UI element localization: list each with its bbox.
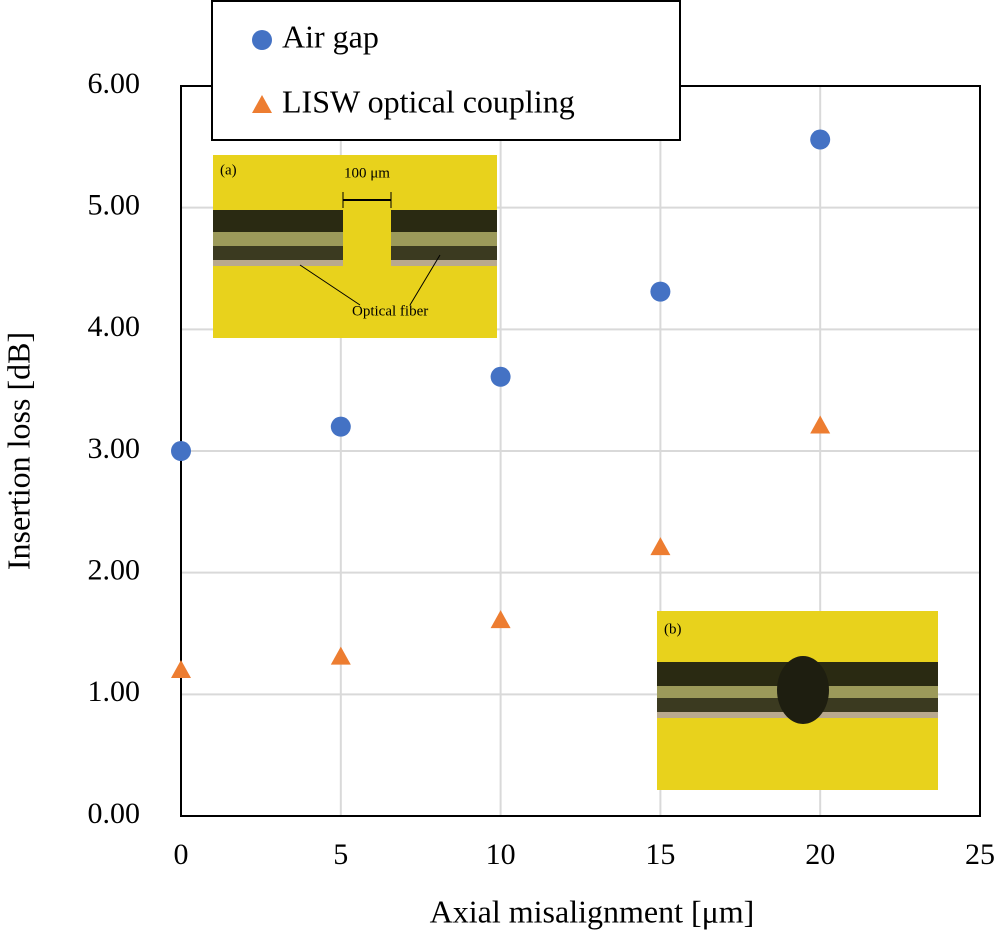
marker bbox=[330, 646, 351, 665]
x-axis-label: Axial misalignment [μm] bbox=[430, 893, 755, 929]
legend: Air gap LISW optical coupling bbox=[211, 0, 681, 141]
x-tick-label: 25 bbox=[965, 838, 995, 871]
inset-b: (b) bbox=[657, 611, 938, 790]
x-tick-label: 0 bbox=[174, 838, 189, 871]
y-tick-label: 3.00 bbox=[88, 432, 141, 465]
x-tick-label: 10 bbox=[486, 838, 516, 871]
annotation: (b) bbox=[664, 621, 682, 637]
y-tick-label: 4.00 bbox=[88, 310, 141, 343]
x-tick-label: 5 bbox=[333, 838, 348, 871]
marker bbox=[650, 537, 671, 556]
marker bbox=[810, 129, 831, 150]
marker bbox=[810, 415, 831, 434]
y-axis-label: Insertion loss [dB] bbox=[0, 332, 36, 570]
y-tick-label: 0.00 bbox=[88, 797, 141, 830]
marker bbox=[252, 95, 272, 113]
inset-a: (a) 100 μm Optical fiber bbox=[213, 155, 497, 338]
y-tick-label: 2.00 bbox=[88, 554, 141, 587]
marker bbox=[252, 30, 272, 50]
marker bbox=[330, 416, 351, 437]
marker bbox=[490, 610, 511, 629]
annotation: 100 μm bbox=[344, 165, 390, 181]
y-tick-label: 6.00 bbox=[88, 67, 141, 100]
marker bbox=[490, 366, 511, 387]
y-tick-label: 1.00 bbox=[88, 675, 141, 708]
y-tick-label: 5.00 bbox=[88, 189, 141, 222]
x-tick-label: 15 bbox=[645, 838, 675, 871]
annotation: Optical fiber bbox=[352, 303, 428, 319]
marks bbox=[171, 129, 831, 678]
marker bbox=[650, 281, 671, 302]
marker bbox=[171, 660, 191, 678]
annotation: (a) bbox=[220, 162, 237, 178]
legend-label: Air gap bbox=[282, 18, 379, 54]
legend-label: LISW optical coupling bbox=[282, 83, 575, 119]
marker bbox=[171, 441, 191, 461]
x-tick-label: 20 bbox=[805, 838, 835, 871]
